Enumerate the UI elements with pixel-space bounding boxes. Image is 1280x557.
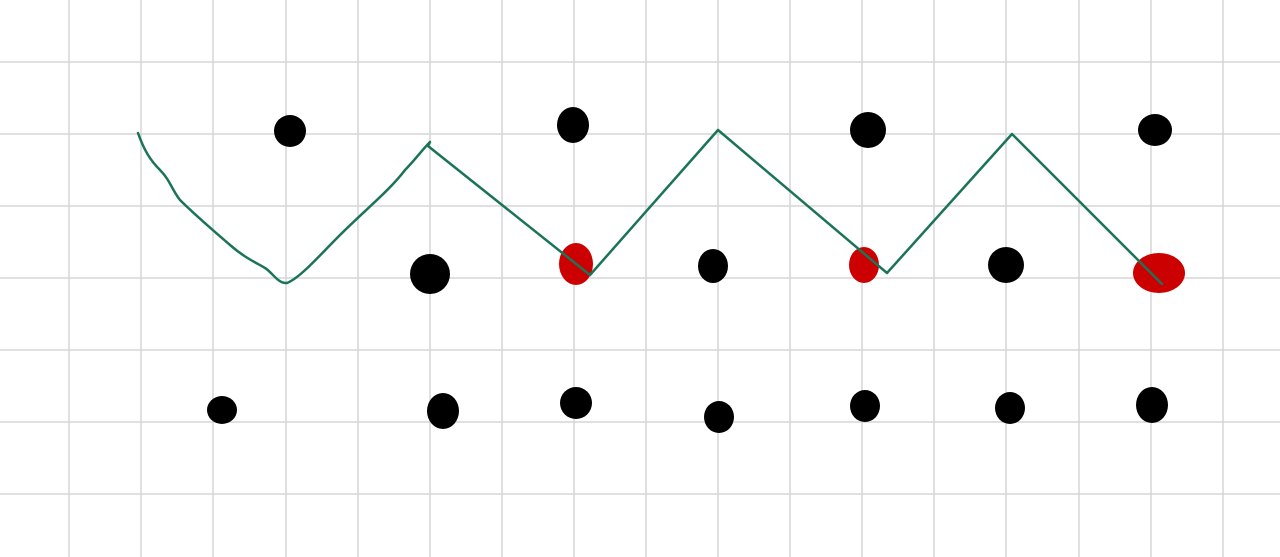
black-dot [427, 393, 459, 429]
black-dot [1136, 387, 1168, 423]
black-dot [557, 107, 589, 143]
black-dot [988, 247, 1024, 283]
black-dot [207, 396, 237, 424]
dot-layer [207, 107, 1185, 433]
zigzag-line [136, 128, 1164, 286]
red-dot [849, 247, 879, 283]
black-dot [410, 254, 450, 294]
black-dot [850, 390, 880, 422]
black-dot [1138, 114, 1172, 146]
black-dot [995, 392, 1025, 424]
red-dot [1133, 253, 1185, 293]
black-dot [698, 249, 728, 283]
black-dot [560, 387, 592, 419]
black-dot [274, 115, 306, 147]
black-dot [850, 112, 886, 148]
black-dot [704, 401, 734, 433]
